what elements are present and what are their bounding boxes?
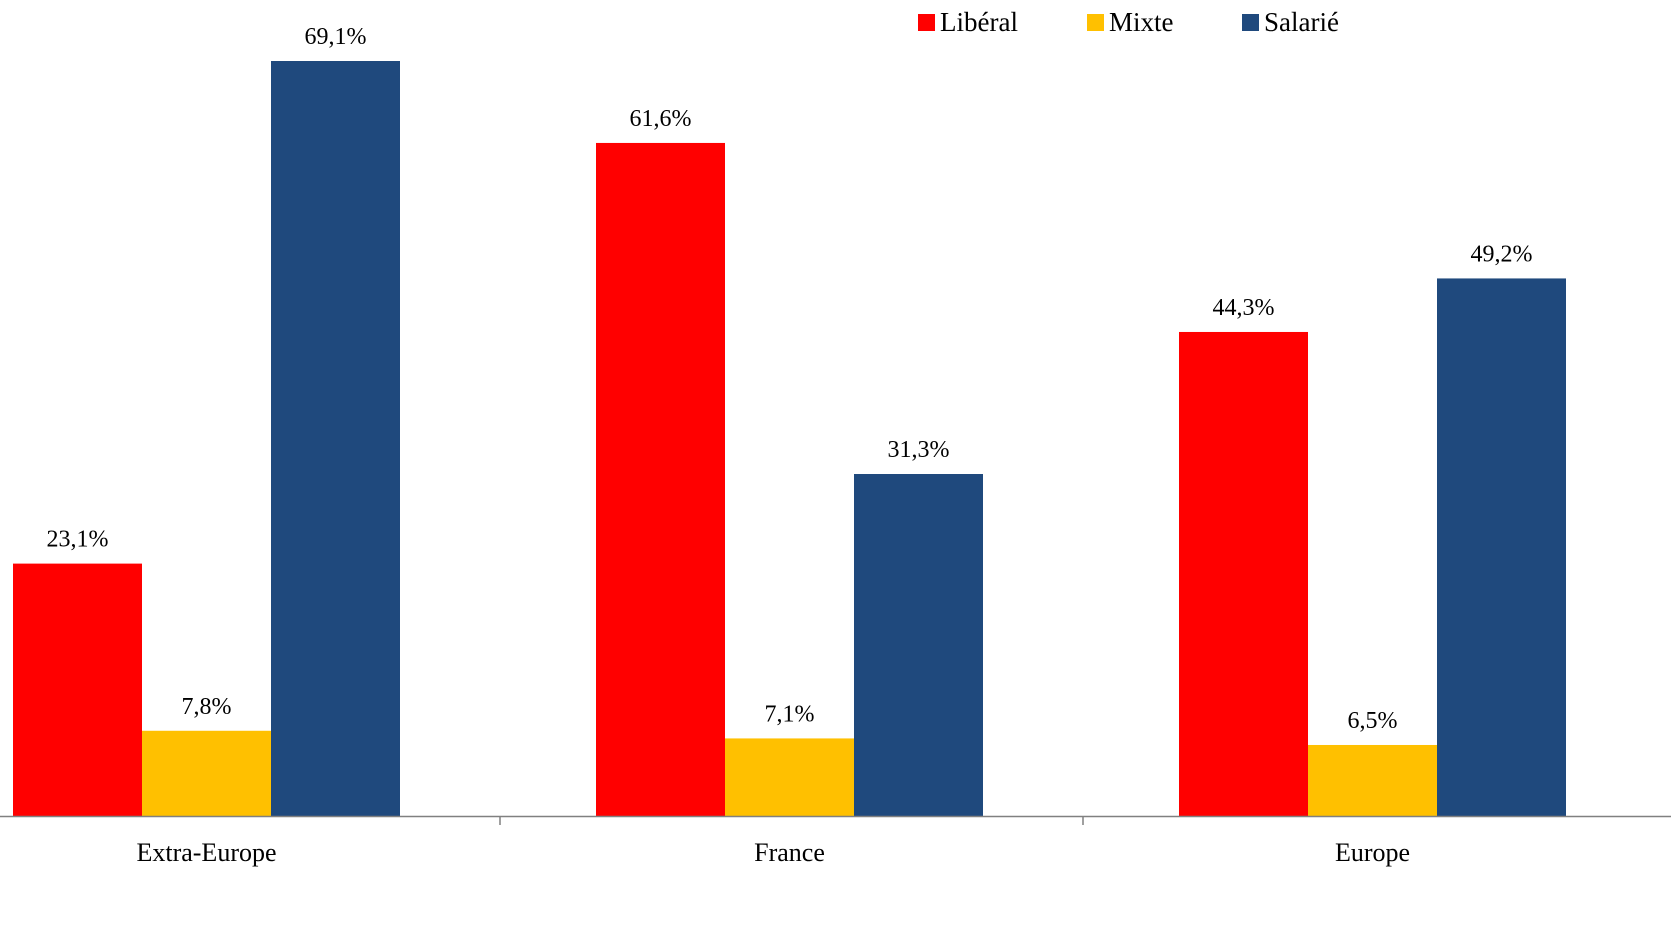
plot-area	[13, 61, 1566, 816]
data-label-mixte-europe: 6,5%	[1348, 708, 1398, 734]
data-label-liberal-europe: 44,3%	[1213, 295, 1275, 321]
data-label-mixte-extra-europe: 7,8%	[182, 694, 232, 720]
category-label-france: France	[754, 838, 825, 867]
data-label-liberal-france: 61,6%	[630, 106, 692, 132]
bar-liberal-europe	[1179, 331, 1308, 816]
data-label-salarie-europe: 49,2%	[1471, 241, 1533, 267]
legend-swatch-salarie	[1242, 14, 1259, 31]
category-label-europe: Europe	[1335, 838, 1410, 867]
legend-label-mixte: Mixte	[1109, 7, 1174, 37]
legend-swatch-liberal	[918, 14, 935, 31]
data-label-liberal-extra-europe: 23,1%	[47, 527, 109, 553]
category-label-extra-europe: Extra-Europe	[136, 838, 276, 867]
bar-mixte-france	[725, 738, 854, 816]
data-labels: 23,1% 7,8% 69,1% 61,6% 7,1% 31,3% 44,3% 6,5% 49,…	[47, 24, 1533, 734]
x-axis: Extra-Europe France Europe	[0, 815, 1671, 867]
legend: Libéral Mixte Salarié	[918, 7, 1339, 37]
bar-salarie-france	[854, 474, 983, 816]
data-label-salarie-extra-europe: 69,1%	[305, 24, 367, 50]
bar-mixte-europe	[1308, 744, 1437, 816]
bar-liberal-france	[596, 142, 725, 816]
legend-label-liberal: Libéral	[940, 7, 1018, 37]
data-label-salarie-france: 31,3%	[888, 437, 950, 463]
bar-salarie-europe	[1437, 278, 1566, 816]
legend-label-salarie: Salarié	[1264, 7, 1339, 37]
bar-salarie-extra-europe	[271, 61, 400, 816]
bar-mixte-extra-europe	[142, 730, 271, 816]
data-label-mixte-france: 7,1%	[765, 701, 815, 727]
bar-liberal-extra-europe	[13, 563, 142, 816]
legend-swatch-mixte	[1087, 14, 1104, 31]
